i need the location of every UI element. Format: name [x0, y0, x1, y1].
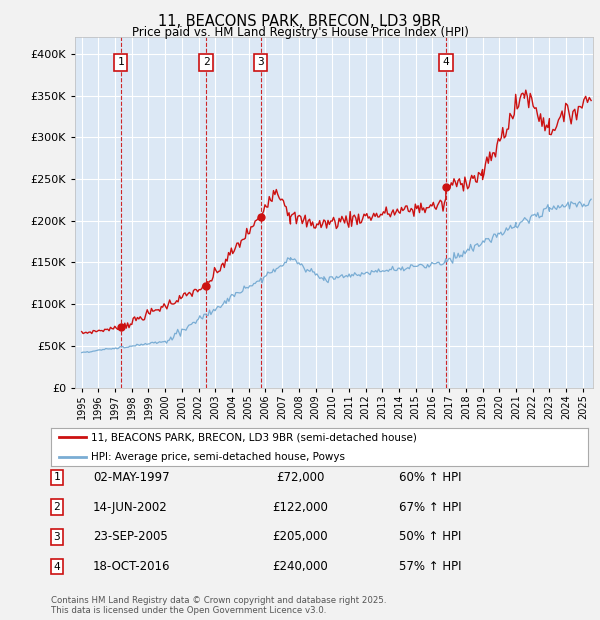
- Text: 60% ↑ HPI: 60% ↑ HPI: [399, 471, 461, 484]
- Text: 18-OCT-2016: 18-OCT-2016: [93, 560, 170, 573]
- Text: 4: 4: [53, 562, 61, 572]
- Text: 2: 2: [53, 502, 61, 512]
- Text: 57% ↑ HPI: 57% ↑ HPI: [399, 560, 461, 573]
- Text: 2: 2: [203, 57, 209, 67]
- Text: 3: 3: [53, 532, 61, 542]
- Text: Contains HM Land Registry data © Crown copyright and database right 2025.
This d: Contains HM Land Registry data © Crown c…: [51, 596, 386, 615]
- Text: 11, BEACONS PARK, BRECON, LD3 9BR: 11, BEACONS PARK, BRECON, LD3 9BR: [158, 14, 442, 29]
- Text: HPI: Average price, semi-detached house, Powys: HPI: Average price, semi-detached house,…: [91, 451, 345, 462]
- Text: 11, BEACONS PARK, BRECON, LD3 9BR (semi-detached house): 11, BEACONS PARK, BRECON, LD3 9BR (semi-…: [91, 432, 417, 443]
- Text: 67% ↑ HPI: 67% ↑ HPI: [399, 501, 461, 513]
- Text: 3: 3: [257, 57, 264, 67]
- Text: 02-MAY-1997: 02-MAY-1997: [93, 471, 170, 484]
- Text: 14-JUN-2002: 14-JUN-2002: [93, 501, 168, 513]
- Text: £72,000: £72,000: [276, 471, 324, 484]
- Text: 1: 1: [53, 472, 61, 482]
- Text: 4: 4: [442, 57, 449, 67]
- Text: £240,000: £240,000: [272, 560, 328, 573]
- Text: 50% ↑ HPI: 50% ↑ HPI: [399, 531, 461, 543]
- Text: Price paid vs. HM Land Registry's House Price Index (HPI): Price paid vs. HM Land Registry's House …: [131, 26, 469, 39]
- Text: £205,000: £205,000: [272, 531, 328, 543]
- Text: £122,000: £122,000: [272, 501, 328, 513]
- Text: 1: 1: [117, 57, 124, 67]
- Text: 23-SEP-2005: 23-SEP-2005: [93, 531, 168, 543]
